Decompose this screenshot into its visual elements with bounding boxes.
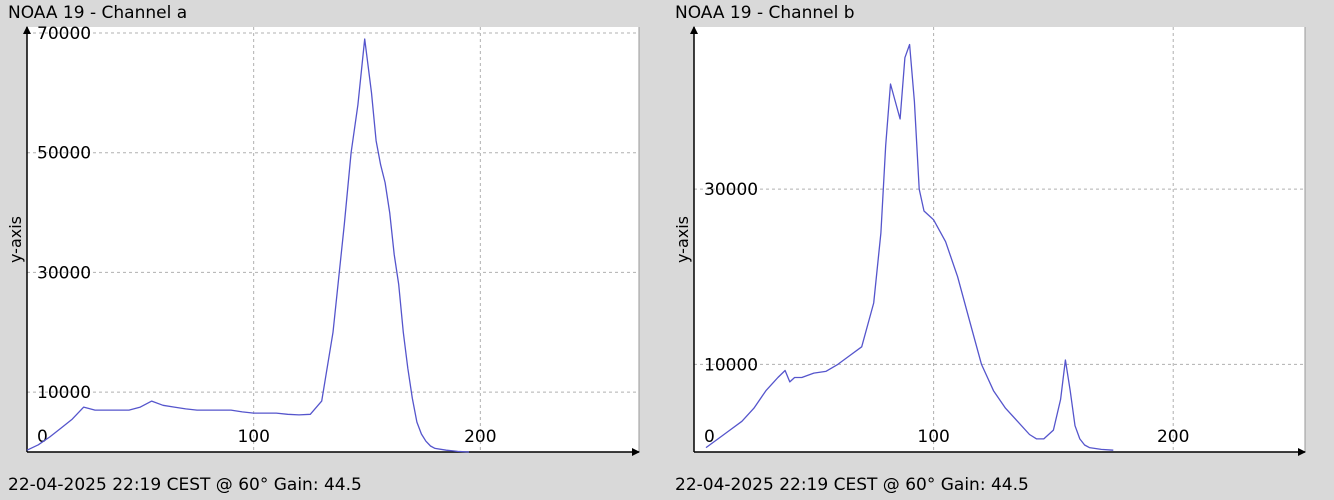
- chart-plot-channel-b: 0 100 200 10000 30000 y-axis: [673, 26, 1306, 456]
- chart-plot-channel-a: 0 100 200 10000 30000 50000 70000 y-axis: [6, 24, 640, 456]
- x-tick-label: 100: [237, 427, 269, 447]
- x-tick-label: 100: [917, 427, 949, 447]
- chart-panel-channel-a: 0 100 200 10000 30000 50000 70000 y-axis NOAA 1…: [6, 3, 640, 495]
- series-line: [26, 38, 470, 453]
- y-tick-label: 10000: [704, 355, 758, 375]
- plot-area: [27, 27, 639, 452]
- y-axis-label: y-axis: [6, 216, 25, 263]
- y-axis-arrow: [690, 26, 698, 34]
- x-tick-label: 200: [1157, 427, 1189, 447]
- y-tick-label: 70000: [37, 24, 91, 44]
- x-tick-label: 0: [37, 427, 48, 447]
- chart-footer: 22-04-2025 22:19 CEST @ 60° Gain: 44.5: [675, 475, 1029, 495]
- x-tick-label: 200: [464, 427, 496, 447]
- chart-footer: 22-04-2025 22:19 CEST @ 60° Gain: 44.5: [8, 475, 362, 495]
- chart-panel-channel-b: 0 100 200 10000 30000 y-axis NOAA 19 - Channe…: [667, 0, 1334, 500]
- y-tick-label: 10000: [37, 383, 91, 403]
- y-tick-label: 50000: [37, 144, 91, 164]
- x-tick-label: 0: [704, 427, 715, 447]
- y-tick-label: 30000: [37, 263, 91, 283]
- y-tick-label: 30000: [704, 180, 758, 200]
- chart-title: NOAA 19 - Channel a: [8, 3, 188, 23]
- y-axis-label: y-axis: [673, 216, 692, 263]
- y-axis-arrow: [23, 26, 31, 34]
- plot-area: [694, 27, 1305, 452]
- x-axis-arrow: [632, 448, 640, 456]
- series-line: [705, 43, 1114, 451]
- x-axis-arrow: [1298, 448, 1306, 456]
- chart-title: NOAA 19 - Channel b: [675, 3, 855, 23]
